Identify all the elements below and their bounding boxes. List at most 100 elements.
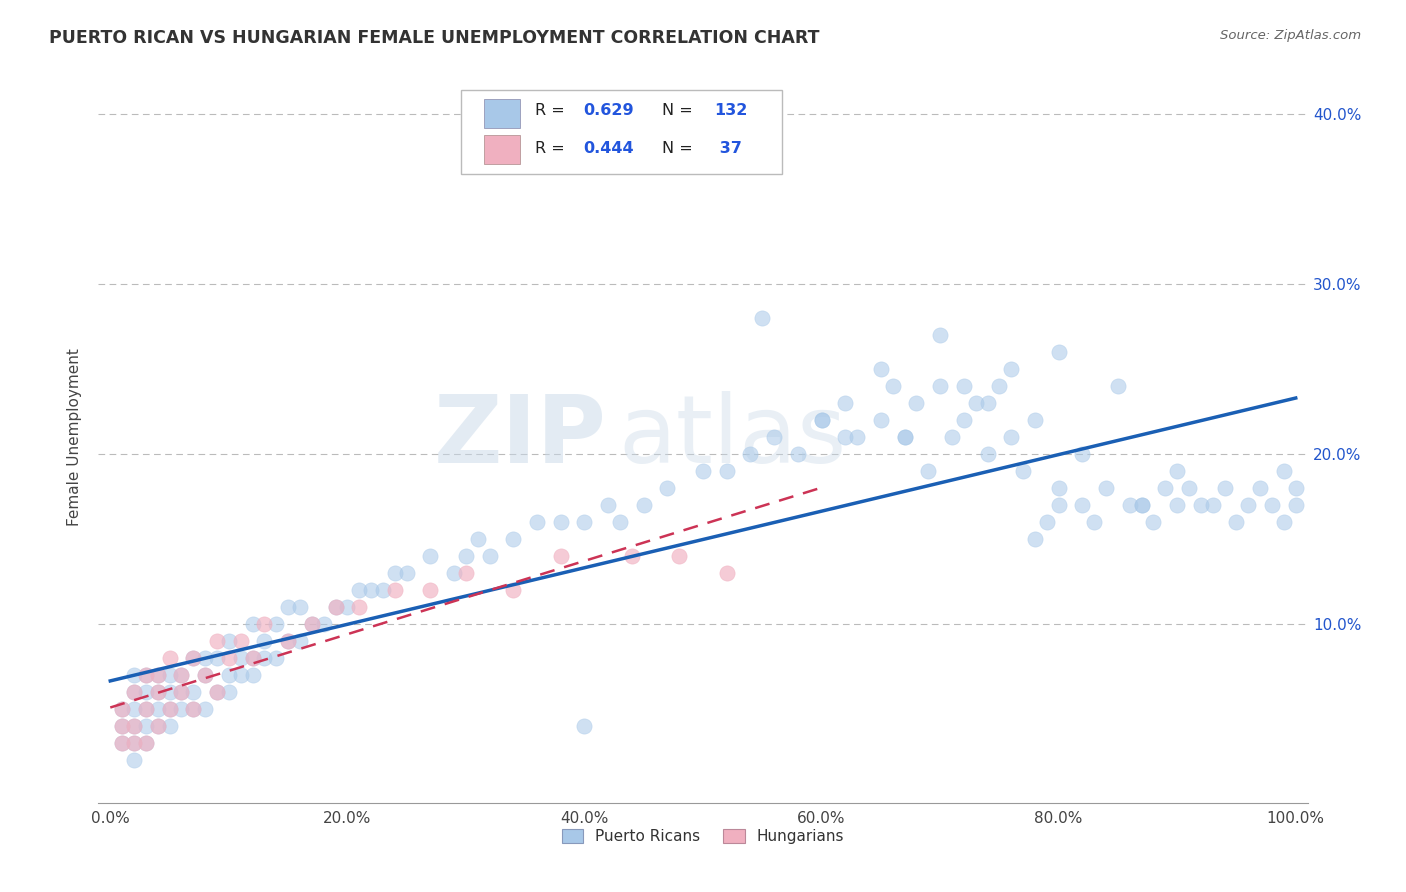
Point: [502, 583, 524, 598]
Point: [264, 651, 287, 665]
Point: [218, 668, 240, 682]
Point: [882, 379, 904, 393]
Point: [526, 515, 548, 529]
Point: [657, 481, 679, 495]
Y-axis label: Female Unemployment: Female Unemployment: [67, 348, 83, 526]
Point: [135, 702, 157, 716]
Point: [929, 328, 952, 343]
Point: [288, 634, 311, 648]
Point: [111, 736, 134, 750]
Point: [1261, 498, 1284, 512]
Point: [1000, 430, 1022, 444]
FancyBboxPatch shape: [484, 99, 520, 128]
Point: [976, 396, 998, 410]
Point: [159, 685, 181, 699]
Text: atlas: atlas: [619, 391, 846, 483]
Point: [419, 549, 441, 563]
Point: [253, 651, 276, 665]
Point: [181, 702, 204, 716]
Point: [205, 685, 228, 699]
Point: [242, 651, 264, 665]
Point: [1071, 447, 1094, 461]
Point: [264, 617, 287, 632]
Point: [135, 668, 157, 682]
Point: [111, 719, 134, 733]
Point: [834, 430, 856, 444]
Text: 0.444: 0.444: [583, 141, 634, 156]
Point: [668, 549, 690, 563]
Point: [869, 362, 891, 376]
Point: [751, 311, 773, 326]
Point: [135, 702, 157, 716]
Point: [135, 736, 157, 750]
Point: [893, 430, 915, 444]
Point: [929, 379, 952, 393]
Point: [574, 719, 596, 733]
Text: PUERTO RICAN VS HUNGARIAN FEMALE UNEMPLOYMENT CORRELATION CHART: PUERTO RICAN VS HUNGARIAN FEMALE UNEMPLO…: [49, 29, 820, 46]
Point: [277, 600, 299, 615]
Point: [786, 447, 808, 461]
Text: ZIP: ZIP: [433, 391, 606, 483]
Point: [312, 617, 335, 632]
Text: R =: R =: [534, 103, 565, 119]
Point: [810, 413, 832, 427]
Point: [135, 736, 157, 750]
Point: [633, 498, 655, 512]
Point: [170, 685, 193, 699]
Point: [336, 600, 359, 615]
Point: [1012, 464, 1035, 478]
Point: [1142, 515, 1164, 529]
Point: [301, 617, 323, 632]
Text: N =: N =: [662, 103, 693, 119]
Point: [170, 685, 193, 699]
Point: [1119, 498, 1142, 512]
Point: [1272, 464, 1295, 478]
Point: [146, 719, 169, 733]
Point: [146, 668, 169, 682]
Point: [218, 651, 240, 665]
Point: [1213, 481, 1236, 495]
Text: R =: R =: [534, 141, 565, 156]
Point: [1202, 498, 1225, 512]
Point: [1047, 481, 1070, 495]
Point: [965, 396, 987, 410]
FancyBboxPatch shape: [461, 90, 782, 174]
Point: [242, 668, 264, 682]
Point: [122, 685, 145, 699]
Point: [122, 685, 145, 699]
Point: [360, 583, 382, 598]
Point: [810, 413, 832, 427]
Point: [952, 413, 974, 427]
Point: [1154, 481, 1177, 495]
Point: [467, 532, 489, 546]
Point: [301, 617, 323, 632]
Point: [1107, 379, 1129, 393]
Point: [111, 702, 134, 716]
Point: [194, 702, 217, 716]
Point: [135, 685, 157, 699]
Point: [229, 634, 252, 648]
Point: [419, 583, 441, 598]
Point: [159, 668, 181, 682]
Point: [692, 464, 714, 478]
Point: [288, 600, 311, 615]
Point: [347, 600, 370, 615]
Point: [253, 617, 276, 632]
Point: [976, 447, 998, 461]
Point: [443, 566, 465, 581]
Point: [1237, 498, 1260, 512]
Point: [1024, 413, 1046, 427]
Point: [574, 515, 596, 529]
Text: N =: N =: [662, 141, 693, 156]
Point: [277, 634, 299, 648]
Point: [229, 668, 252, 682]
Point: [122, 719, 145, 733]
Point: [181, 651, 204, 665]
Point: [1047, 498, 1070, 512]
Point: [277, 634, 299, 648]
Point: [181, 651, 204, 665]
Point: [1083, 515, 1105, 529]
Text: Source: ZipAtlas.com: Source: ZipAtlas.com: [1220, 29, 1361, 42]
Point: [218, 634, 240, 648]
Point: [740, 447, 762, 461]
